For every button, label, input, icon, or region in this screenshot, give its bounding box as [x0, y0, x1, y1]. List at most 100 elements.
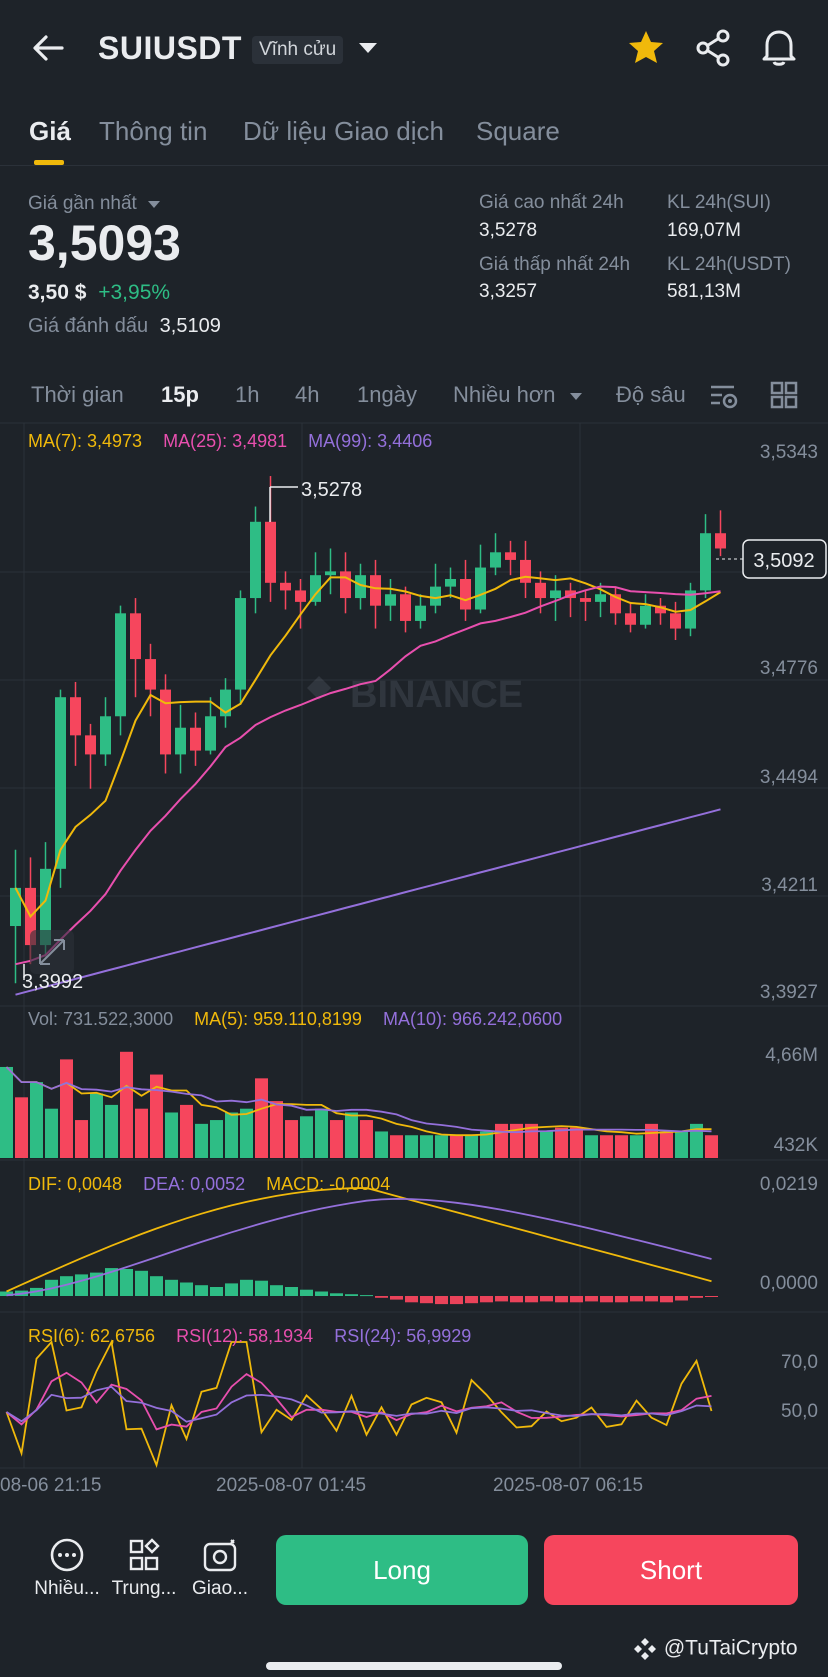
- tab-square[interactable]: Square: [476, 116, 560, 146]
- macd-bar: [90, 1272, 103, 1296]
- ma7-line: [14, 575, 722, 919]
- more-menu-label[interactable]: Nhiều...: [34, 1578, 100, 1599]
- macd-bar: [120, 1269, 133, 1296]
- tab-price[interactable]: Giá: [29, 116, 71, 146]
- macd-bar: [150, 1276, 163, 1296]
- volume-bar: [570, 1127, 583, 1158]
- volume-bar: [180, 1104, 193, 1158]
- interval-15m[interactable]: 15p: [161, 382, 199, 407]
- candle-body: [190, 727, 201, 751]
- interval-4h[interactable]: 4h: [295, 382, 320, 407]
- tab-info[interactable]: Thông tin: [99, 116, 208, 146]
- active-tab-indicator: [34, 160, 64, 165]
- ma7-value: MA(7): 3,4973: [28, 431, 143, 451]
- macd-bar: [690, 1296, 703, 1298]
- candle-body: [55, 697, 66, 869]
- macd-bar: [315, 1291, 328, 1296]
- volume-bar: [585, 1135, 598, 1158]
- macd-bar: [390, 1296, 403, 1300]
- volume-bar: [690, 1123, 703, 1158]
- candle-body: [235, 598, 246, 690]
- macd-bar: [195, 1285, 208, 1296]
- trade-label[interactable]: Giao...: [192, 1578, 248, 1599]
- symbol-dropdown-chevron-icon[interactable]: [356, 38, 380, 58]
- dif-line: [6, 1187, 712, 1293]
- macd-bar: [105, 1268, 118, 1296]
- candle-body: [85, 735, 96, 755]
- macd-bar: [360, 1295, 373, 1297]
- high-24h: 3,5278: [479, 220, 538, 241]
- volume-bar: [390, 1135, 403, 1158]
- last-price-label[interactable]: Giá gần nhất: [28, 193, 162, 215]
- macd-axis-top: 0,0219: [759, 1174, 818, 1195]
- candle-body: [490, 552, 501, 568]
- interval-1h[interactable]: 1h: [235, 382, 260, 407]
- volume-ma5-value: MA(5): 959.110,8199: [194, 1009, 362, 1029]
- macd-bar: [675, 1296, 688, 1301]
- favorite-star-icon[interactable]: [626, 28, 666, 68]
- trade-bot-icon[interactable]: [188, 1537, 252, 1573]
- macd-bar: [240, 1279, 253, 1296]
- candle-body: [310, 575, 321, 602]
- top-bar: SUIUSDT Vĩnh cửu: [0, 0, 828, 100]
- interval-1d[interactable]: 1ngày: [357, 382, 417, 407]
- volume-bar: [90, 1093, 103, 1158]
- macd-bar: [330, 1293, 343, 1296]
- macd-bar: [540, 1296, 553, 1302]
- macd-bar: [75, 1274, 88, 1296]
- candle-body: [400, 594, 411, 621]
- macd-axis-bottom: 0,0000: [759, 1273, 818, 1294]
- layout-grid-icon[interactable]: [769, 380, 799, 410]
- more-menu-icon[interactable]: [35, 1537, 99, 1573]
- share-icon[interactable]: [693, 28, 733, 68]
- rsi12-value: RSI(12): 58,1934: [176, 1326, 314, 1346]
- volume-bar: [480, 1131, 493, 1158]
- candle-body: [70, 697, 81, 736]
- expand-chart-icon[interactable]: [30, 930, 74, 974]
- bell-alert-icon[interactable]: [759, 26, 799, 68]
- binance-logo-icon: [634, 1638, 656, 1660]
- candle-body: [595, 594, 606, 602]
- depth-tab[interactable]: Độ sâu: [616, 382, 686, 407]
- macd-bar: [0, 1291, 13, 1296]
- candle-body: [445, 578, 456, 587]
- interval-bar: Thời gian 15p 1h 4h 1ngày Nhiều hơn Độ s…: [0, 376, 828, 418]
- interval-time[interactable]: Thời gian: [31, 382, 124, 407]
- macd-histogram: [0, 1268, 718, 1305]
- center-shapes-icon[interactable]: [112, 1537, 176, 1573]
- price-change: +3,95%: [98, 281, 171, 304]
- back-arrow-icon[interactable]: [28, 28, 68, 68]
- tab-trading-data[interactable]: Dữ liệu Giao dịch: [243, 116, 444, 146]
- volume-ma10-value: MA(10): 966.242,0600: [382, 1009, 563, 1029]
- volume-bar: [270, 1101, 283, 1158]
- candle-body: [130, 613, 141, 660]
- volume-bar: [465, 1135, 478, 1158]
- macd-bar: [630, 1296, 643, 1302]
- volume-bar: [105, 1104, 118, 1158]
- volume-quote: 581,13M: [667, 281, 741, 302]
- candle-body: [250, 521, 261, 599]
- candles: [10, 476, 726, 984]
- interval-more[interactable]: Nhiều hơn: [453, 382, 584, 408]
- dea-value: DEA: 0,0052: [143, 1174, 246, 1194]
- candle-body: [370, 575, 381, 606]
- high-marker-label: 3,5278: [301, 479, 362, 501]
- symbol-title[interactable]: SUIUSDT: [98, 30, 242, 66]
- macd-bar: [525, 1296, 538, 1303]
- candle-body: [385, 594, 396, 606]
- candle-body: [115, 613, 126, 717]
- time-label-2: 2025-08-07 01:45: [216, 1475, 367, 1496]
- volume-bar: [300, 1116, 313, 1158]
- candle-body: [475, 567, 486, 610]
- mark-price-row: Giá đánh dấu 3,5109: [28, 315, 221, 338]
- contract-type-badge: Vĩnh cửu: [252, 36, 344, 64]
- volume-bar: [165, 1112, 178, 1158]
- short-button[interactable]: Short: [544, 1535, 798, 1605]
- volume-bar: [135, 1108, 148, 1158]
- volume-bars: [0, 1051, 718, 1158]
- rsi24-line: [6, 1385, 712, 1423]
- long-button[interactable]: Long: [276, 1535, 528, 1605]
- indicator-settings-icon[interactable]: [708, 380, 740, 412]
- center-label[interactable]: Trung...: [111, 1578, 177, 1599]
